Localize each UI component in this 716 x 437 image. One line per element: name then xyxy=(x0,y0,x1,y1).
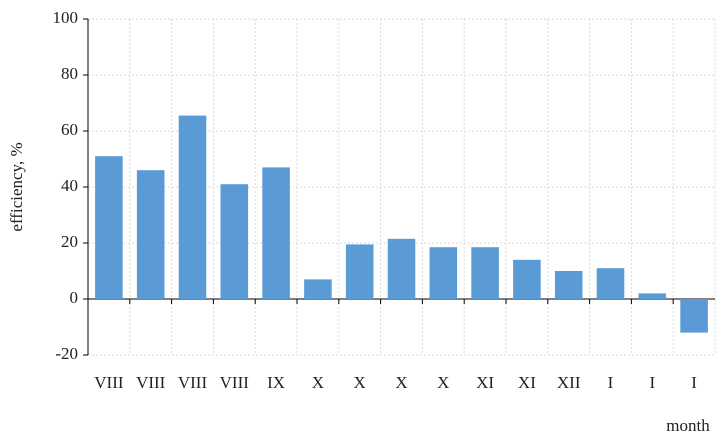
y-tick-label: -20 xyxy=(55,344,78,363)
bar xyxy=(471,247,499,299)
x-tick-label: XI xyxy=(518,373,536,392)
bar xyxy=(429,247,458,299)
x-tick-label: IX xyxy=(267,373,285,392)
x-tick-label: X xyxy=(354,373,366,392)
y-tick-label: 100 xyxy=(53,8,79,27)
x-axis-label: month xyxy=(666,416,710,435)
x-tick-label: VIII xyxy=(136,373,166,392)
bar xyxy=(513,259,541,299)
x-tick-label: XII xyxy=(557,373,581,392)
y-tick-label: 80 xyxy=(61,64,78,83)
bar xyxy=(304,279,332,299)
y-tick-label: 20 xyxy=(61,232,78,251)
x-tick-label: XI xyxy=(476,373,494,392)
bar xyxy=(136,170,165,299)
bar xyxy=(387,238,416,299)
bar xyxy=(638,293,667,299)
y-tick-label: 0 xyxy=(70,288,79,307)
bar xyxy=(345,244,374,299)
x-tick-label: VIII xyxy=(94,373,124,392)
x-tick-label: X xyxy=(395,373,407,392)
x-tick-label: I xyxy=(608,373,614,392)
y-tick-label: 40 xyxy=(61,176,78,195)
bar xyxy=(680,299,708,333)
bar xyxy=(596,268,625,299)
bar xyxy=(95,156,123,299)
x-tick-label: VIII xyxy=(220,373,250,392)
y-tick-label: 60 xyxy=(61,120,78,139)
bar xyxy=(178,115,207,299)
bar xyxy=(554,271,583,299)
bar xyxy=(262,167,290,299)
x-tick-label: X xyxy=(312,373,324,392)
x-tick-label: X xyxy=(437,373,449,392)
x-tick-label: I xyxy=(691,373,697,392)
x-tick-label: I xyxy=(649,373,655,392)
bar xyxy=(220,184,249,299)
x-tick-label: VIII xyxy=(178,373,208,392)
y-axis-label: efficiency, % xyxy=(7,142,26,231)
